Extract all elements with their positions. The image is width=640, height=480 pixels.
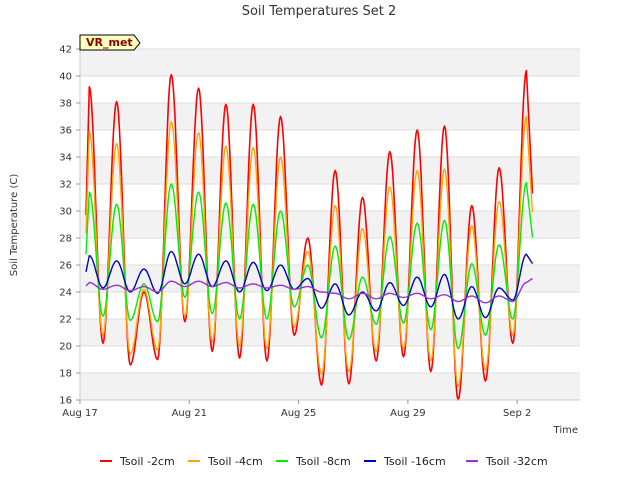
station-badge-label: VR_met: [86, 36, 133, 49]
legend-item: Tsoil -16cm: [364, 455, 446, 468]
grid-band: [80, 319, 580, 346]
series-line-tsoil-16cm: [85, 250, 534, 320]
y-tick-label: 18: [59, 369, 72, 380]
y-tick-label: 42: [59, 45, 72, 56]
x-tick-label: Aug 21: [172, 408, 207, 419]
legend-item: Tsoil -8cm: [276, 455, 351, 468]
series-layer: [85, 69, 534, 401]
y-tick-label: 22: [59, 315, 72, 326]
legend-label: Tsoil -2cm: [119, 455, 175, 468]
y-tick-label: 26: [59, 261, 72, 272]
y-tick-label: 24: [59, 288, 72, 299]
y-tick-label: 40: [59, 72, 72, 83]
series-line-tsoil-4cm: [85, 115, 534, 388]
grid-band: [80, 373, 580, 400]
y-tick-label: 32: [59, 180, 72, 191]
legend-item: Tsoil -32cm: [466, 455, 548, 468]
x-tick-label: Sep 2: [503, 408, 531, 419]
series-line-tsoil-32cm: [85, 277, 533, 304]
y-tick-label: 36: [59, 126, 72, 137]
y-tick-label: 34: [59, 153, 72, 164]
y-tick-label: 28: [59, 234, 72, 245]
series-line-tsoil-8cm: [85, 182, 534, 350]
legend: Tsoil -2cm Tsoil -4cm Tsoil -8cm Tsoil -16c…: [100, 455, 548, 468]
y-axis-label: Soil Temperature (C): [9, 174, 20, 277]
chart-title: Soil Temperatures Set 2: [242, 4, 397, 19]
axes-layer: 16 18 20 22 24 26 28 30 32 34 36 38 40 42 Aug 17 Aug 21…: [59, 45, 580, 419]
grid-band: [80, 103, 580, 130]
legend-label: Tsoil -32cm: [485, 455, 548, 468]
y-tick-label: 30: [59, 207, 72, 218]
grid-band: [80, 157, 580, 184]
x-tick-label: Aug 17: [62, 408, 97, 419]
legend-item: Tsoil -4cm: [188, 455, 263, 468]
x-axis-label: Time: [553, 425, 578, 436]
legend-label: Tsoil -16cm: [383, 455, 446, 468]
legend-item: Tsoil -2cm: [100, 455, 175, 468]
legend-label: Tsoil -4cm: [207, 455, 263, 468]
y-tick-label: 38: [59, 99, 72, 110]
x-tick-label: Aug 25: [281, 408, 316, 419]
station-badge: VR_met: [79, 34, 141, 51]
y-tick-label: 20: [59, 342, 72, 353]
x-tick-label: Aug 29: [390, 408, 425, 419]
legend-label: Tsoil -8cm: [295, 455, 351, 468]
y-tick-label: 16: [59, 396, 72, 407]
grid-band: [80, 49, 580, 76]
